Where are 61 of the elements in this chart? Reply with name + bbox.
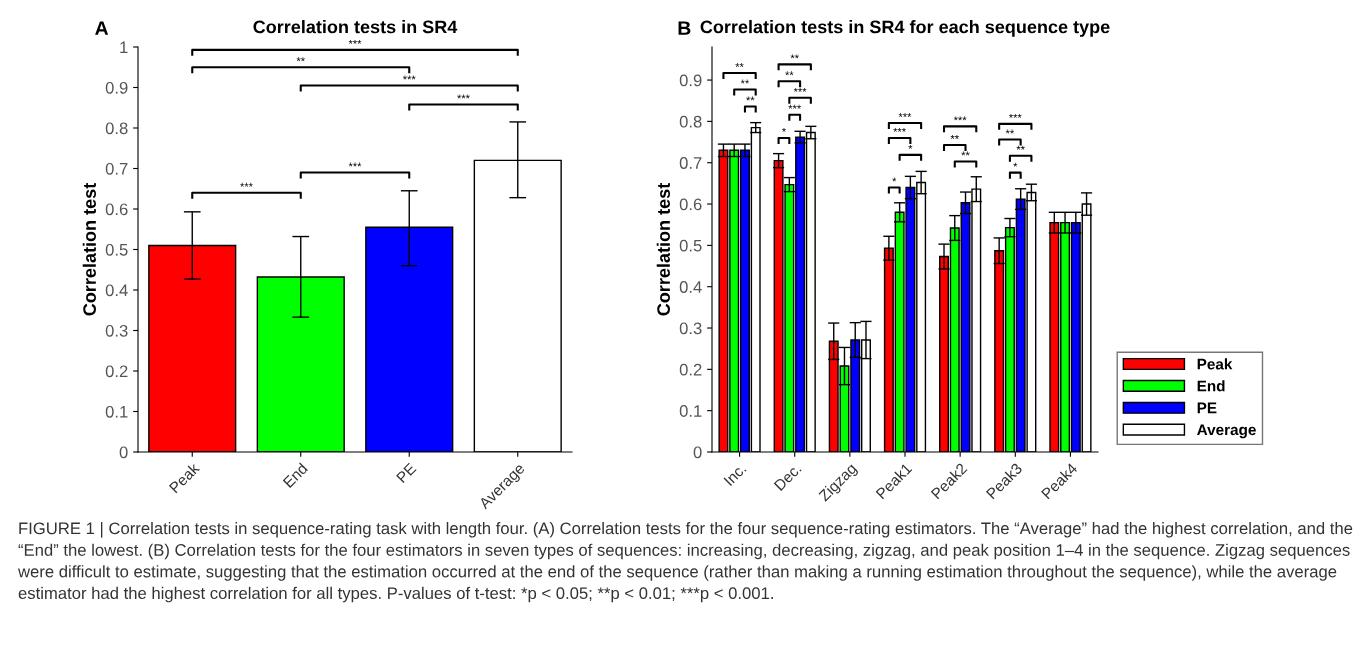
text: A: [95, 21, 109, 35]
caption: FIGURE 1 | Correlation tests in sequence-rating task with length four. (A) Correlation tests for the four sequence-rating estimators. The “Average” had the highest correlation, and the “End” the lowest. (B) Correlation tests for the four estimators in seven types of sequences: increasing, decreasing, zigzag, and peak position 1–4 in the sequence. Zigzag sequences were difficult to estimate, suggesting that the estimation occurred at the end of the sequence (rather than making a running estimation throughout the sequence), while the average estimator had the highest correlation for all types. P-values of t-test: *p < 0.05; **p < 0.01; ***p < 0.001.: [17, 522, 1353, 603]
annotation: ***: [793, 87, 807, 92]
y-tick-label: 0.6: [105, 203, 128, 216]
y-tick-label: 0.9: [679, 74, 702, 87]
annotation: **: [1005, 129, 1015, 134]
annotation: ***: [402, 75, 416, 80]
y-tick-label: 1: [120, 41, 128, 54]
text: ***: [348, 39, 362, 44]
text: B: [678, 21, 691, 35]
annotation: **: [790, 54, 799, 59]
annotation: **: [740, 79, 750, 84]
y-tick-label: 0.4: [105, 284, 128, 297]
annotation: **: [785, 71, 794, 76]
annotation: ***: [457, 94, 470, 99]
annotation: ***: [898, 113, 912, 117]
annotation: *: [892, 177, 897, 182]
y-tick-label: 0: [119, 446, 128, 459]
y-tick-label: 0.9: [105, 81, 128, 94]
y-axis-title: Correlation test: [656, 183, 670, 316]
x-tick-label: Inc.: [723, 463, 747, 487]
y-tick-label: 0.4: [679, 281, 702, 293]
y-tick-label: 0.7: [679, 157, 702, 169]
x-tick-label: End: [282, 462, 308, 488]
annotation: *: [908, 144, 913, 149]
annotation: **: [961, 151, 970, 156]
y-tick-label: 0.2: [105, 365, 128, 378]
y-tick-label: 0.5: [679, 239, 702, 252]
annotation: ***: [1008, 113, 1022, 118]
y-axis-title: Correlation test: [82, 183, 96, 316]
x-tick-label: PE: [396, 462, 417, 484]
legend-label: End: [1197, 380, 1225, 392]
y-tick-label: 0.3: [679, 322, 702, 335]
annotation: **: [296, 57, 305, 62]
annotation: **: [950, 134, 959, 139]
y-tick-label: 0.3: [105, 324, 128, 337]
y-tick-label: 0.8: [105, 122, 128, 135]
chart-title: Correlation tests in SR4: [253, 20, 458, 34]
legend-label: Peak: [1197, 358, 1233, 370]
annotation: ***: [348, 162, 362, 167]
annotation: ***: [893, 127, 906, 132]
annotation: ***: [788, 104, 802, 109]
annotation: *: [1013, 162, 1018, 167]
annotation: **: [1016, 145, 1025, 150]
x-tick-label: Dec.: [773, 463, 802, 491]
annotation: *: [781, 127, 786, 132]
legend-label: Average: [1197, 424, 1256, 439]
annotation: ***: [953, 116, 967, 121]
y-tick-label: 0.5: [105, 243, 128, 256]
y-tick-label: 0.7: [105, 162, 128, 175]
y-tick-label: 0.1: [105, 405, 128, 418]
legend-label: PE: [1197, 402, 1217, 414]
y-tick-label: 0.8: [679, 115, 702, 128]
y-tick-label: 0.1: [679, 405, 702, 417]
annotation: **: [746, 96, 755, 101]
y-tick-label: 0.2: [679, 363, 702, 376]
chart-title: Correlation tests in SR4 for each sequence type: [700, 20, 1110, 37]
annotation: **: [735, 63, 744, 67]
annotation: ***: [240, 182, 253, 187]
y-tick-label: 0.6: [679, 198, 702, 211]
y-tick-label: 0: [693, 446, 702, 459]
